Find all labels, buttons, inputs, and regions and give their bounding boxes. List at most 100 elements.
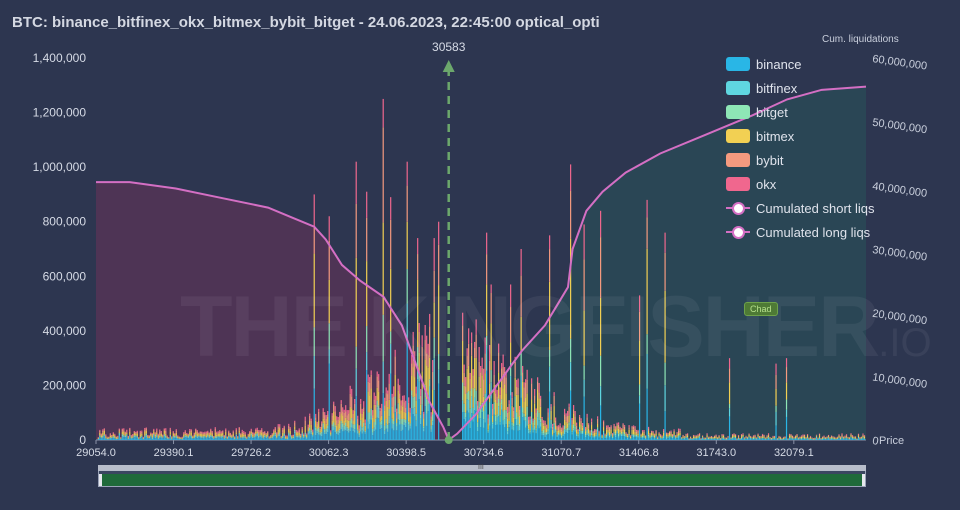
bar-segment bbox=[468, 365, 470, 392]
bar-segment bbox=[580, 418, 582, 421]
bar-segment bbox=[628, 425, 630, 428]
bar-segment bbox=[516, 394, 518, 413]
bar-segment bbox=[586, 417, 588, 423]
bar-segment bbox=[748, 437, 750, 440]
bar-segment bbox=[214, 427, 216, 430]
bar-segment bbox=[240, 434, 242, 436]
bar-segment bbox=[598, 430, 600, 432]
bar-segment bbox=[139, 438, 141, 440]
bar-segment bbox=[772, 437, 774, 439]
legend-item-bitmex[interactable]: bitmex bbox=[726, 124, 875, 148]
bar-segment bbox=[304, 425, 306, 433]
bar-segment bbox=[222, 432, 224, 436]
bar-segment bbox=[570, 164, 572, 192]
bar-segment bbox=[664, 385, 666, 412]
bar-segment bbox=[276, 438, 278, 440]
bar-segment bbox=[715, 434, 717, 436]
bar-segment bbox=[487, 414, 489, 419]
bar-segment bbox=[265, 433, 267, 435]
bar-segment bbox=[555, 420, 557, 426]
legend-item-cum-short[interactable]: Cumulated short liqs bbox=[726, 196, 875, 220]
bar-segment bbox=[836, 437, 839, 439]
bar-segment bbox=[842, 437, 845, 439]
range-scrollbar-selection[interactable] bbox=[101, 474, 863, 486]
bar-segment bbox=[465, 377, 467, 387]
bar-segment bbox=[417, 238, 419, 255]
bar-segment bbox=[857, 435, 860, 437]
bar-segment bbox=[349, 406, 351, 421]
bar-segment bbox=[537, 377, 539, 382]
bar-segment bbox=[249, 433, 251, 437]
bar-segment bbox=[555, 431, 557, 440]
bar-segment bbox=[145, 428, 147, 431]
bar-segment bbox=[526, 406, 528, 415]
bar-segment bbox=[381, 424, 383, 429]
bar-segment bbox=[844, 438, 846, 439]
bar-segment bbox=[340, 400, 342, 404]
bar-segment bbox=[471, 396, 473, 414]
bar-segment bbox=[433, 337, 435, 359]
bar-segment bbox=[641, 435, 644, 437]
bar-segment bbox=[562, 436, 564, 440]
bar-segment bbox=[115, 437, 117, 439]
bar-segment bbox=[135, 437, 137, 440]
bar-segment bbox=[788, 433, 791, 435]
bar-segment bbox=[378, 374, 380, 381]
bar-segment bbox=[427, 355, 429, 368]
bar-segment bbox=[247, 434, 249, 436]
bar-segment bbox=[393, 386, 395, 397]
range-scrollbar-grip[interactable]: III bbox=[98, 464, 866, 471]
bar-segment bbox=[471, 355, 473, 389]
bar-segment bbox=[438, 244, 440, 286]
bar-segment bbox=[189, 428, 191, 431]
bar-segment bbox=[322, 408, 324, 412]
bar-segment bbox=[803, 435, 806, 437]
right-axis-tick-label: 60,000,000 bbox=[872, 53, 928, 73]
bar-segment bbox=[129, 436, 131, 440]
bar-segment bbox=[276, 432, 278, 434]
range-handle-right[interactable] bbox=[862, 474, 865, 486]
bar-segment bbox=[478, 401, 480, 412]
bar-segment bbox=[109, 437, 111, 438]
range-handle-left[interactable] bbox=[99, 474, 102, 486]
bar-segment bbox=[806, 435, 809, 438]
bar-segment bbox=[313, 227, 315, 254]
bar-segment bbox=[145, 435, 147, 437]
legend-item-okx[interactable]: okx bbox=[726, 172, 875, 196]
bar-segment bbox=[430, 412, 432, 417]
bar-segment bbox=[274, 436, 276, 440]
bar-segment bbox=[839, 439, 842, 440]
bar-segment bbox=[600, 355, 602, 387]
bar-segment bbox=[382, 361, 384, 394]
bar-segment bbox=[661, 437, 663, 439]
bar-segment bbox=[346, 431, 348, 440]
bar-segment bbox=[427, 367, 429, 398]
bar-segment bbox=[838, 434, 840, 435]
legend-swatch-bitget bbox=[726, 105, 750, 119]
bar-segment bbox=[415, 426, 417, 440]
bar-segment bbox=[430, 429, 432, 432]
legend-item-binance[interactable]: binance bbox=[726, 52, 875, 76]
bar-segment bbox=[724, 439, 726, 440]
bar-segment bbox=[615, 433, 617, 436]
bar-segment bbox=[802, 438, 804, 440]
bar-segment bbox=[255, 433, 257, 436]
bar-segment bbox=[531, 418, 533, 425]
bar-segment bbox=[339, 420, 341, 429]
bar-segment bbox=[327, 414, 329, 417]
bar-segment bbox=[400, 410, 402, 419]
bar-segment bbox=[465, 417, 467, 422]
bar-segment bbox=[505, 417, 507, 425]
bar-segment bbox=[313, 388, 315, 440]
bar-segment bbox=[664, 232, 666, 253]
bar-segment bbox=[580, 430, 582, 433]
bar-segment bbox=[325, 418, 327, 424]
bar-segment bbox=[760, 435, 762, 437]
bar-segment bbox=[818, 435, 821, 438]
bar-segment bbox=[748, 434, 750, 437]
legend-item-cum-long[interactable]: Cumulated long liqs bbox=[726, 220, 875, 244]
legend-item-bitget[interactable]: bitget bbox=[726, 100, 875, 124]
bar-segment bbox=[701, 435, 704, 437]
legend-item-bybit[interactable]: bybit bbox=[726, 148, 875, 172]
legend-item-bitfinex[interactable]: bitfinex bbox=[726, 76, 875, 100]
